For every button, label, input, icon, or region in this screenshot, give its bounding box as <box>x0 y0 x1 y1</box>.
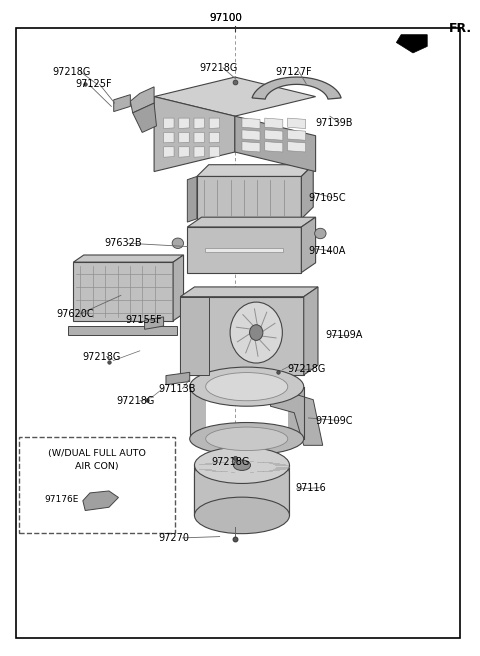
Polygon shape <box>179 147 189 157</box>
Polygon shape <box>180 287 318 297</box>
Polygon shape <box>252 77 341 99</box>
Polygon shape <box>187 176 197 222</box>
Text: 97218G: 97218G <box>52 67 90 77</box>
Polygon shape <box>73 262 173 321</box>
Text: 97139B: 97139B <box>316 117 353 128</box>
Polygon shape <box>164 118 174 129</box>
Ellipse shape <box>250 325 263 340</box>
Polygon shape <box>288 118 306 129</box>
Polygon shape <box>242 118 260 129</box>
Polygon shape <box>173 255 183 321</box>
Text: 97218G: 97218G <box>287 364 325 374</box>
Polygon shape <box>187 217 316 227</box>
Polygon shape <box>265 118 283 129</box>
Polygon shape <box>301 217 316 273</box>
Text: 97127F: 97127F <box>275 67 312 77</box>
Polygon shape <box>396 35 427 53</box>
Polygon shape <box>205 248 283 252</box>
Polygon shape <box>242 130 260 140</box>
Text: 97100: 97100 <box>209 13 242 23</box>
Text: (W/DUAL FULL AUTO: (W/DUAL FULL AUTO <box>48 449 146 458</box>
Text: 97218G: 97218G <box>199 63 238 73</box>
Polygon shape <box>154 77 316 116</box>
Polygon shape <box>73 255 183 262</box>
Polygon shape <box>180 297 209 375</box>
Polygon shape <box>132 103 156 133</box>
Polygon shape <box>194 118 204 129</box>
Polygon shape <box>179 118 189 129</box>
Text: 97125F: 97125F <box>76 79 112 89</box>
Polygon shape <box>180 297 304 375</box>
Text: AIR CON): AIR CON) <box>75 462 119 470</box>
Text: 97100: 97100 <box>209 13 242 23</box>
Polygon shape <box>131 87 154 113</box>
Polygon shape <box>187 227 301 273</box>
Ellipse shape <box>190 422 304 455</box>
Polygon shape <box>197 165 313 176</box>
Polygon shape <box>166 373 190 384</box>
Polygon shape <box>288 386 304 439</box>
Text: 97116: 97116 <box>296 483 326 493</box>
Text: 97270: 97270 <box>159 533 190 543</box>
Polygon shape <box>144 317 164 329</box>
Polygon shape <box>83 491 119 510</box>
Text: 97155F: 97155F <box>126 314 162 325</box>
Polygon shape <box>265 142 283 152</box>
Text: FR.: FR. <box>449 22 472 35</box>
Text: 97632B: 97632B <box>104 238 142 248</box>
Polygon shape <box>154 96 235 172</box>
Text: 97176E: 97176E <box>45 495 79 504</box>
Text: 97140A: 97140A <box>309 246 346 256</box>
Polygon shape <box>164 133 174 143</box>
Polygon shape <box>190 386 206 439</box>
Ellipse shape <box>206 373 288 401</box>
Text: 97218G: 97218G <box>211 457 250 466</box>
Ellipse shape <box>315 228 326 239</box>
Ellipse shape <box>206 427 288 451</box>
Ellipse shape <box>190 367 304 406</box>
Polygon shape <box>209 118 220 129</box>
Polygon shape <box>194 147 204 157</box>
Polygon shape <box>114 94 131 112</box>
Text: 97113B: 97113B <box>159 384 196 394</box>
Polygon shape <box>68 326 177 335</box>
Ellipse shape <box>172 238 183 249</box>
Polygon shape <box>288 142 306 152</box>
Polygon shape <box>304 287 318 375</box>
Ellipse shape <box>230 302 282 363</box>
Polygon shape <box>301 165 313 219</box>
Text: 97109C: 97109C <box>316 415 353 426</box>
Polygon shape <box>242 142 260 152</box>
Text: 97218G: 97218G <box>83 352 121 361</box>
Text: 97109A: 97109A <box>325 329 362 340</box>
FancyBboxPatch shape <box>19 437 176 533</box>
Text: 97620C: 97620C <box>57 309 95 319</box>
Polygon shape <box>194 455 289 516</box>
Polygon shape <box>288 130 306 140</box>
Ellipse shape <box>194 497 289 533</box>
Text: 97105C: 97105C <box>309 193 346 203</box>
Polygon shape <box>179 133 189 143</box>
Polygon shape <box>164 147 174 157</box>
Polygon shape <box>209 147 220 157</box>
Polygon shape <box>194 133 204 143</box>
Text: 97218G: 97218G <box>116 396 155 406</box>
Polygon shape <box>197 176 301 219</box>
Polygon shape <box>265 130 283 140</box>
Polygon shape <box>235 116 316 172</box>
Ellipse shape <box>194 447 289 483</box>
Ellipse shape <box>233 460 251 470</box>
Polygon shape <box>270 386 323 445</box>
Polygon shape <box>209 133 220 143</box>
